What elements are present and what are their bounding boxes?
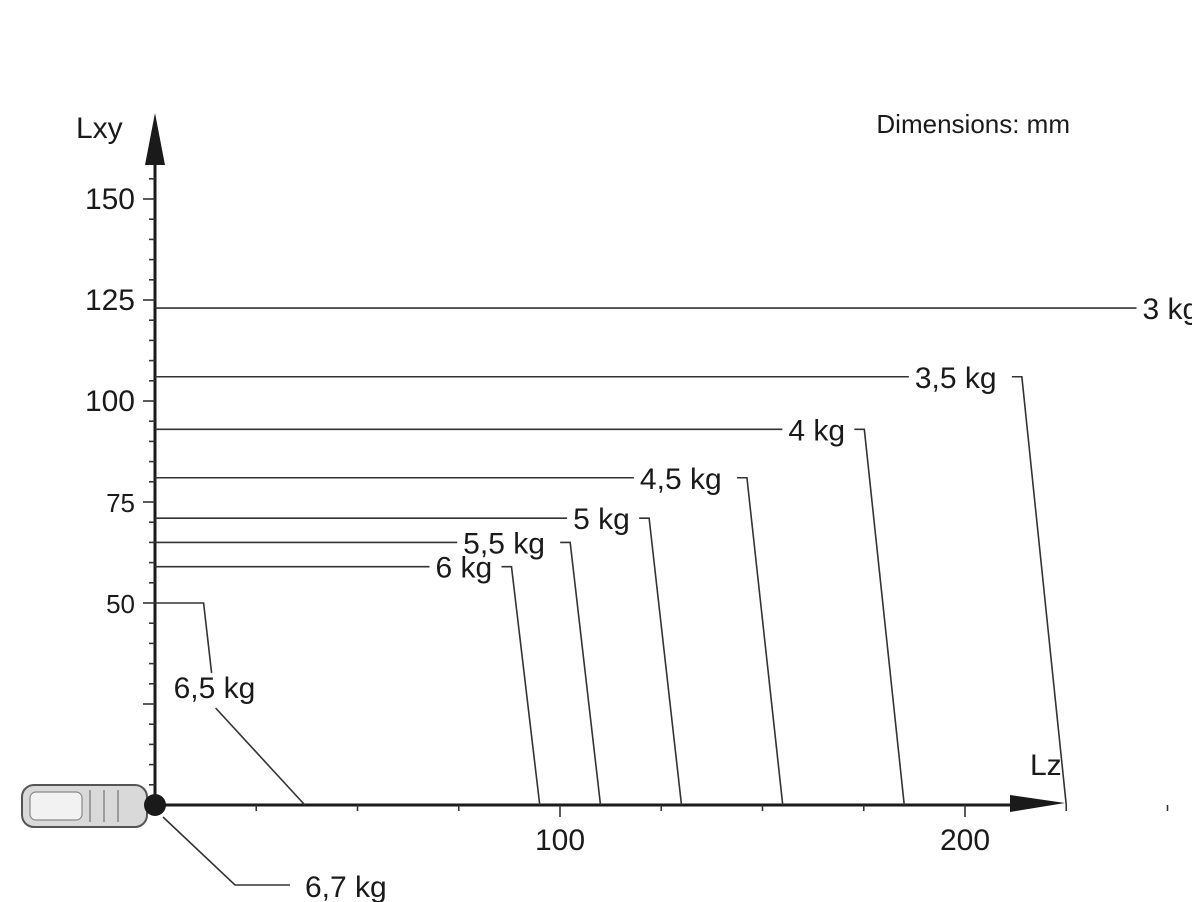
curve-label: 6,7 kg	[305, 871, 387, 902]
x-ticks: 100200300400	[255, 805, 1169, 857]
y-ticks: 50 75 100 125 150	[85, 178, 155, 786]
curve-line	[736, 476, 784, 806]
robot-flange-image	[21, 784, 166, 828]
curve-line	[560, 541, 602, 806]
x-axis-arrow	[1010, 795, 1065, 812]
payload-curve: 5 kg	[155, 503, 683, 806]
curve-label: 6,5 kg	[174, 672, 256, 705]
curve-line	[501, 565, 541, 806]
x-axis-label: Lz	[1030, 749, 1062, 782]
curve-label: 4 kg	[788, 414, 845, 447]
y-tick-label: 50	[106, 589, 135, 619]
payload-curve: 6 kg	[155, 552, 541, 806]
curve-line	[1011, 375, 1068, 806]
y-tick-label: 75	[106, 488, 135, 518]
curve-label: 4,5 kg	[640, 463, 722, 496]
curve-label: 6 kg	[435, 552, 492, 585]
y-tick-label: 125	[85, 284, 135, 317]
x-tick-label: 100	[535, 824, 585, 857]
payload-curve: 3,5 kg	[155, 362, 1068, 806]
y-axis-label: Lxy	[76, 112, 123, 145]
y-tick-label: 150	[85, 183, 135, 216]
dimensions-note: Dimensions: mm	[876, 109, 1070, 139]
payload-curves: 3 kg 3,5 kg 4 kg 4,5 kg 5 kg 5,5 kg6 kg 6,5 kg…	[155, 293, 1192, 902]
curve-line	[215, 707, 306, 806]
curve-line	[162, 816, 290, 886]
curve-label: 5,5 kg	[463, 527, 545, 560]
curve-label: 3,5 kg	[915, 362, 997, 395]
payload-curve: 6,5 kg	[155, 602, 306, 806]
payload-curve: 5,5 kg	[155, 527, 602, 806]
curve-line	[639, 517, 683, 806]
y-tick-label: 100	[85, 385, 135, 418]
curve-line	[155, 602, 213, 674]
curve-label: 3 kg	[1143, 293, 1192, 326]
payload-curve: 4,5 kg	[155, 463, 784, 806]
y-axis-arrow	[145, 113, 165, 165]
payload-curve: 3 kg	[155, 293, 1192, 326]
curve-label: 5 kg	[573, 503, 630, 536]
curve-line	[854, 428, 906, 806]
x-tick-label: 200	[940, 824, 990, 857]
payload-curve: 4 kg	[155, 414, 906, 806]
payload-curve: 6,7 kg	[162, 816, 387, 902]
